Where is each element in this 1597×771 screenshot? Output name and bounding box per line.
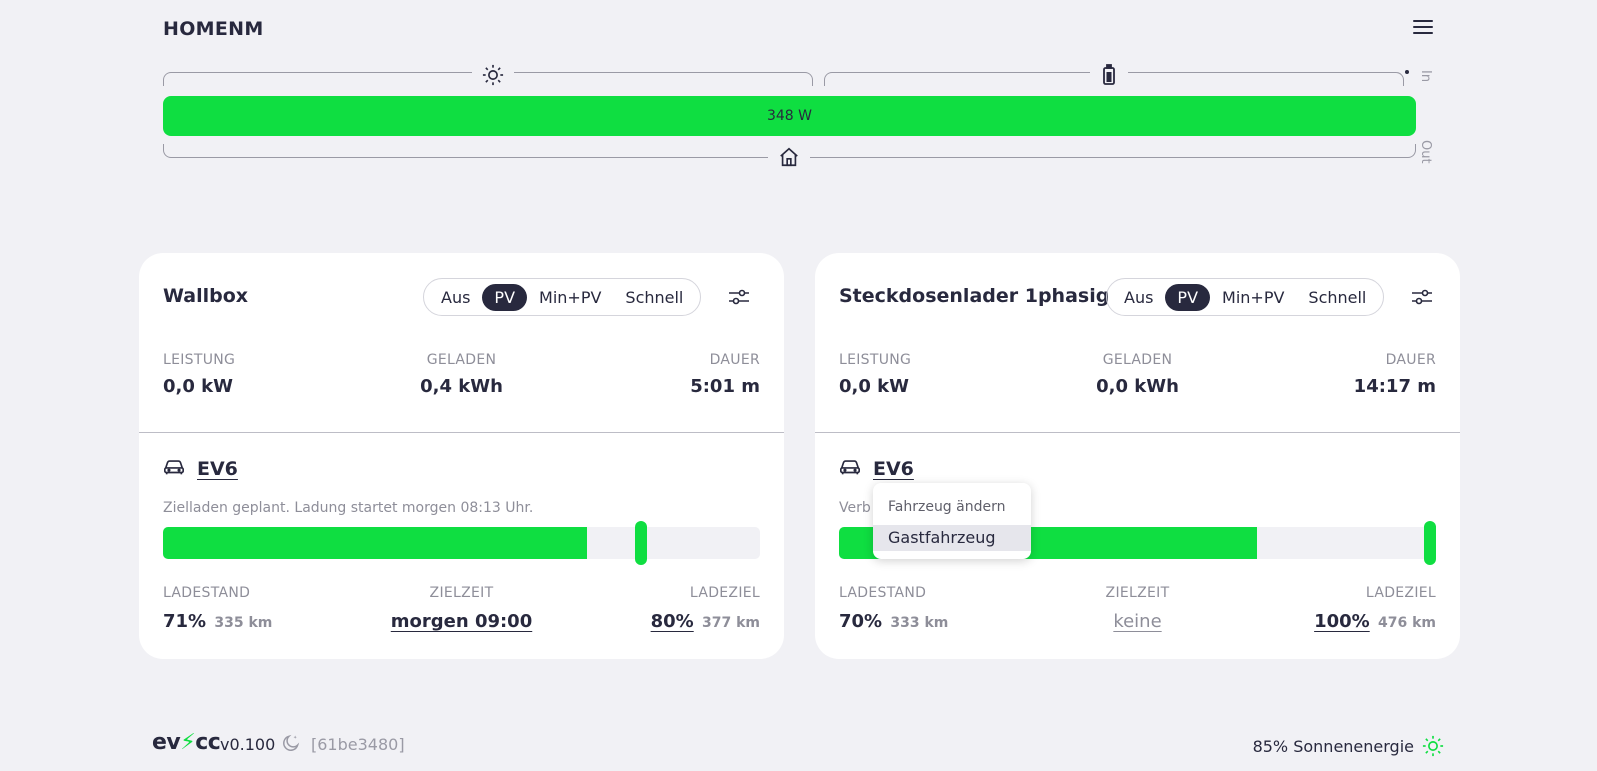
leistung-value: 0,0 kW: [163, 376, 233, 397]
divider: [815, 432, 1460, 433]
loadpoint-title: Steckdosenlader 1phasig: [839, 285, 1110, 307]
ladeziel-value: 80% 377 km: [651, 611, 760, 632]
mode-selector: Aus PV Min+PV Schnell: [423, 278, 702, 316]
soc-slider[interactable]: [163, 521, 760, 565]
zielzeit-link[interactable]: keine: [1113, 611, 1162, 632]
geladen-label: GELADEN: [1102, 352, 1173, 368]
dauer-value: 5:01 m: [690, 376, 760, 397]
dauer-label: DAUER: [709, 352, 760, 368]
hamburger-menu-icon[interactable]: [1413, 20, 1433, 38]
ladeziel-range: 476 km: [1378, 615, 1436, 631]
geladen-label: GELADEN: [426, 352, 497, 368]
site-title: HOMENM: [163, 18, 264, 40]
mode-aus-button[interactable]: Aus: [1124, 287, 1154, 307]
zielzeit-value: keine: [815, 611, 1460, 632]
ladestand-range: 335 km: [214, 615, 273, 631]
leistung-value: 0,0 kW: [839, 376, 909, 397]
mode-schnell-button[interactable]: Schnell: [1308, 287, 1367, 307]
vehicle-dropdown-menu: Fahrzeug ändern Gastfahrzeug: [873, 483, 1031, 559]
ladeziel-link[interactable]: 80%: [650, 611, 694, 632]
mode-schnell-button[interactable]: Schnell: [625, 287, 684, 307]
zielzeit-link[interactable]: morgen 09:00: [390, 611, 533, 632]
soc-fill: [163, 527, 587, 559]
solar-share[interactable]: 85% Sonnenenergie: [1253, 735, 1444, 757]
divider: [139, 432, 784, 433]
dauer-value: 14:17 m: [1353, 376, 1436, 397]
ladeziel-link[interactable]: 100%: [1314, 611, 1370, 632]
ladestand-value: 71% 335 km: [163, 611, 272, 632]
loadpoint-card-wallbox: Wallbox Aus PV Min+PV Schnell LEISTUNG 0…: [139, 253, 784, 659]
geladen-value: 0,0 kWh: [1096, 376, 1179, 397]
car-icon: [163, 458, 185, 480]
vehicle-status: Zielladen geplant. Ladung startet morgen…: [163, 500, 534, 516]
dauer-label: DAUER: [1385, 352, 1436, 368]
target-soc-handle[interactable]: [1424, 521, 1436, 565]
ladeziel-label: LADEZIEL: [689, 585, 760, 601]
evcc-logo: ev⚡cc: [152, 730, 221, 755]
battery-dot: [1405, 70, 1409, 74]
zielzeit-label: ZIELZEIT: [429, 585, 494, 601]
vehicle-row: EV6: [163, 458, 238, 480]
top-header: HOMENM: [163, 18, 1433, 42]
out-label: Out: [1418, 140, 1433, 164]
ladestand-value: 70% 333 km: [839, 611, 948, 632]
mode-pv-button[interactable]: PV: [482, 283, 528, 311]
sun-icon: [1422, 735, 1444, 757]
loadpoint-title: Wallbox: [163, 285, 249, 307]
mode-selector: Aus PV Min+PV Schnell: [1106, 278, 1385, 316]
battery-icon: [1090, 64, 1128, 86]
geladen-value: 0,4 kWh: [420, 376, 503, 397]
in-label: In: [1418, 70, 1433, 83]
version-text: v0.100: [220, 735, 276, 754]
target-soc-handle[interactable]: [635, 521, 647, 565]
dropdown-item-gastfahrzeug[interactable]: Gastfahrzeug: [873, 525, 1031, 551]
ladeziel-value: 100% 476 km: [1314, 611, 1436, 632]
vehicle-status: Verb: [839, 500, 871, 516]
mode-pv-button[interactable]: PV: [1165, 283, 1211, 311]
mode-minpv-button[interactable]: Min+PV: [539, 287, 602, 307]
ladeziel-range: 377 km: [702, 615, 760, 631]
commit-hash: [61be3480]: [311, 735, 405, 754]
leistung-label: LEISTUNG: [163, 352, 236, 368]
ladestand-label: LADESTAND: [163, 585, 251, 601]
settings-sliders-icon[interactable]: [728, 286, 750, 308]
ladestand-percent: 70%: [839, 611, 883, 632]
settings-sliders-icon[interactable]: [1411, 286, 1433, 308]
leistung-label: LEISTUNG: [839, 352, 912, 368]
moon-icon[interactable]: [281, 733, 301, 753]
ladestand-label: LADESTAND: [839, 585, 927, 601]
footer: ev⚡cc v0.100 [61be3480] 85% Sonnenenergi…: [152, 730, 1444, 757]
ladestand-percent: 71%: [163, 611, 207, 632]
car-icon: [839, 458, 861, 480]
vehicle-row: EV6: [839, 458, 914, 480]
zielzeit-label: ZIELZEIT: [1105, 585, 1170, 601]
power-bar: 348 W: [163, 96, 1416, 136]
sun-icon: [472, 64, 514, 86]
vehicle-name-link[interactable]: EV6: [197, 458, 238, 480]
zielzeit-value: morgen 09:00: [139, 611, 784, 632]
vehicle-name-link[interactable]: EV6: [873, 458, 914, 480]
power-value: 348 W: [766, 108, 812, 124]
solar-share-text: 85% Sonnenenergie: [1252, 736, 1414, 756]
mode-aus-button[interactable]: Aus: [441, 287, 471, 307]
energyflow-visualization[interactable]: In 348 W Out: [163, 64, 1433, 174]
ladestand-range: 333 km: [890, 615, 949, 631]
loadpoint-card-steckdosenlader: Steckdosenlader 1phasig Aus PV Min+PV Sc…: [815, 253, 1460, 659]
ladeziel-label: LADEZIEL: [1365, 585, 1436, 601]
home-icon: [768, 146, 810, 168]
dropdown-header: Fahrzeug ändern: [888, 499, 1006, 515]
mode-minpv-button[interactable]: Min+PV: [1222, 287, 1285, 307]
